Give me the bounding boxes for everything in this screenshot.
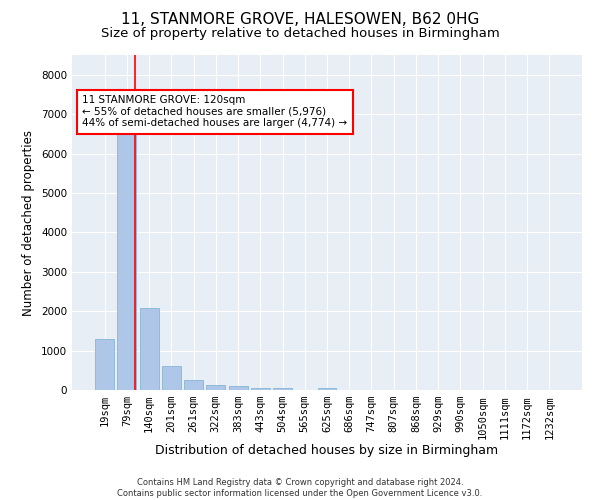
Bar xyxy=(251,388,270,390)
Bar xyxy=(184,380,203,390)
Bar xyxy=(206,385,225,390)
Text: 11, STANMORE GROVE, HALESOWEN, B62 0HG: 11, STANMORE GROVE, HALESOWEN, B62 0HG xyxy=(121,12,479,28)
Bar xyxy=(118,134,136,390)
Text: Size of property relative to detached houses in Birmingham: Size of property relative to detached ho… xyxy=(101,28,499,40)
Bar xyxy=(317,388,337,390)
Bar xyxy=(162,366,181,390)
Bar xyxy=(95,339,114,390)
Bar xyxy=(229,386,248,390)
Text: Contains HM Land Registry data © Crown copyright and database right 2024.
Contai: Contains HM Land Registry data © Crown c… xyxy=(118,478,482,498)
Bar xyxy=(273,388,292,390)
Bar xyxy=(140,308,158,390)
Text: 11 STANMORE GROVE: 120sqm
← 55% of detached houses are smaller (5,976)
44% of se: 11 STANMORE GROVE: 120sqm ← 55% of detac… xyxy=(82,95,347,128)
X-axis label: Distribution of detached houses by size in Birmingham: Distribution of detached houses by size … xyxy=(155,444,499,457)
Y-axis label: Number of detached properties: Number of detached properties xyxy=(22,130,35,316)
